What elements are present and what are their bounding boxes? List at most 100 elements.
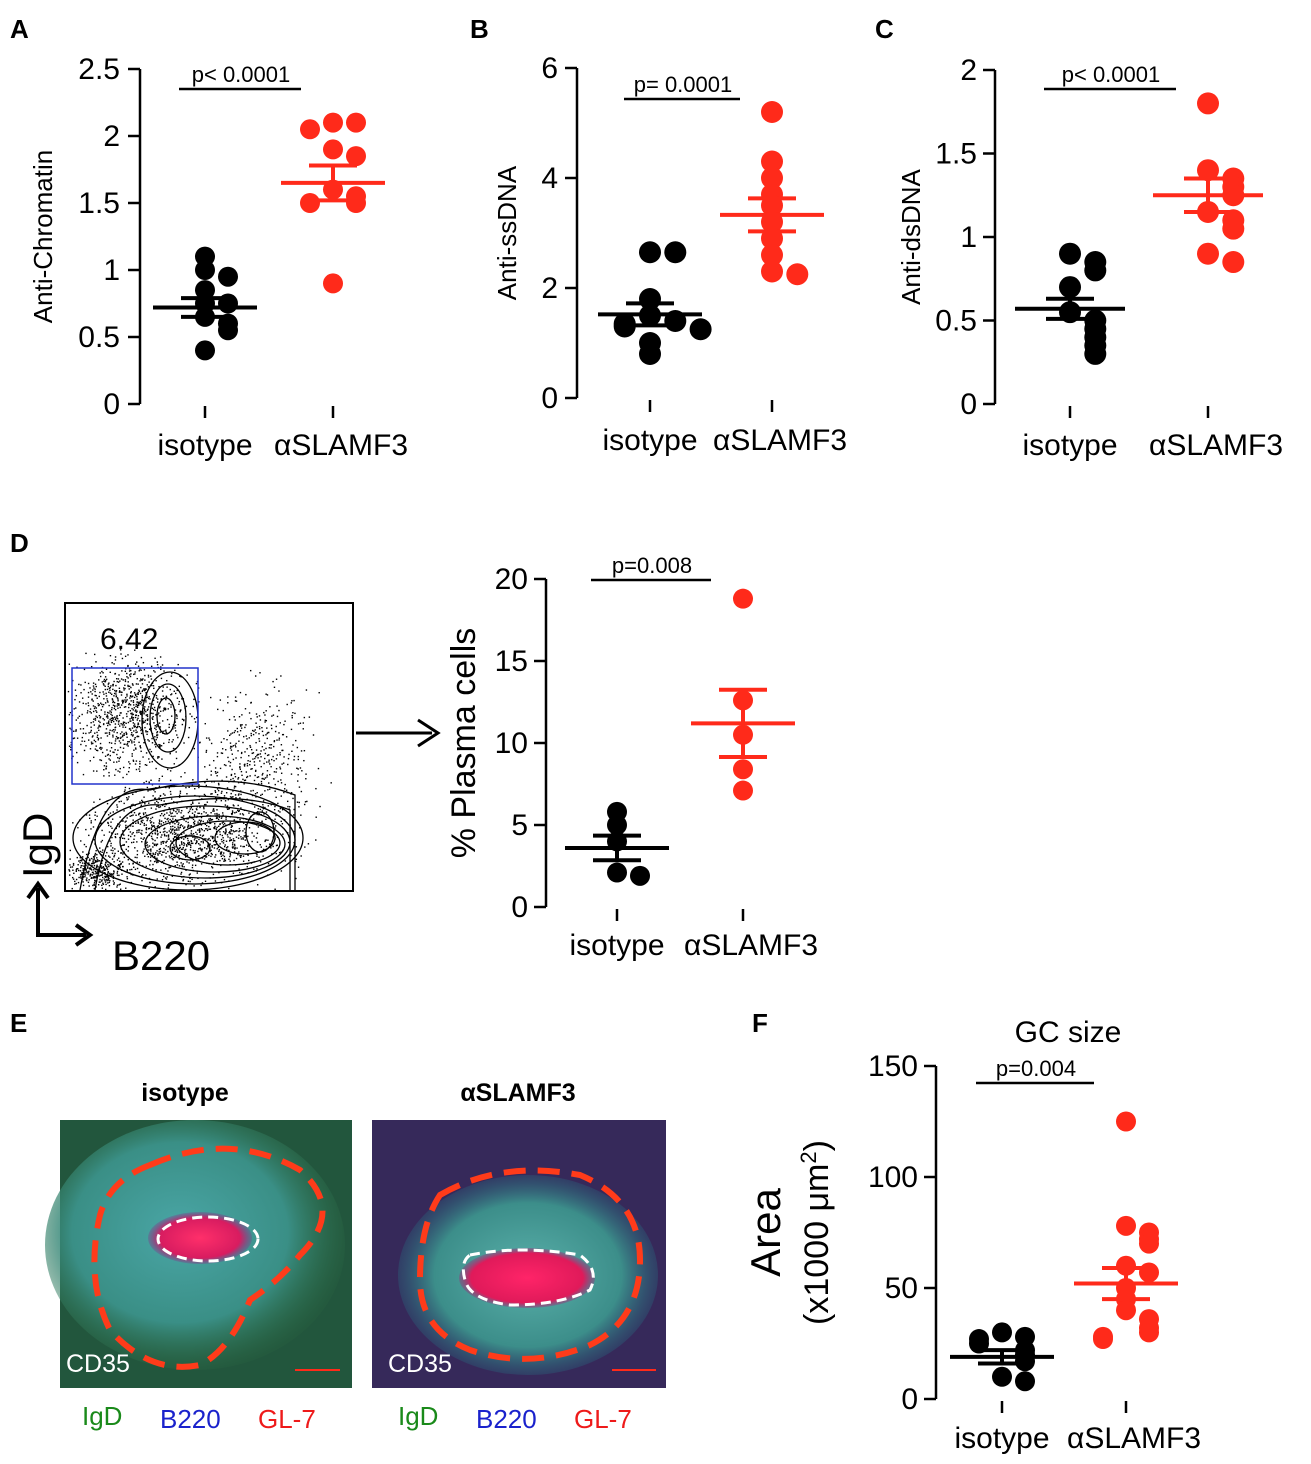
flow-dot: [107, 685, 110, 688]
flow-dot: [224, 833, 227, 835]
flow-dot: [194, 788, 196, 790]
flow-dot: [95, 877, 98, 879]
flow-dot: [94, 690, 96, 693]
flow-dot: [118, 826, 121, 828]
flow-dot: [120, 712, 122, 714]
flow-dot: [293, 830, 295, 833]
flow-dot: [256, 726, 258, 728]
flow-dot: [230, 826, 232, 828]
flow-dot: [239, 856, 242, 859]
flow-dot: [98, 724, 100, 727]
slamf3-point: [1139, 1262, 1159, 1283]
flow-dot: [228, 718, 231, 721]
flow-dot: [249, 775, 251, 777]
flow-dot: [188, 815, 191, 817]
flow-dot: [99, 742, 102, 745]
flow-dot: [146, 684, 148, 686]
flow-dot: [179, 675, 181, 677]
flow-dot: [251, 729, 254, 732]
flow-dot: [77, 864, 79, 866]
flow-dot: [175, 810, 177, 813]
flow-dot: [122, 734, 124, 736]
flow-dot: [200, 813, 203, 815]
flow-dot: [115, 719, 118, 722]
axis-b220-label: B220: [112, 932, 210, 979]
flow-dot: [198, 828, 201, 830]
flow-dot: [119, 680, 121, 682]
flow-dot: [94, 854, 96, 856]
flow-dot: [145, 752, 148, 754]
flow-dot: [204, 766, 206, 768]
flow-dot: [153, 843, 155, 846]
flow-dot: [101, 751, 104, 754]
flow-dot: [170, 693, 173, 695]
flow-dot: [258, 728, 261, 730]
flow-dot: [205, 838, 207, 840]
flow-dot: [233, 780, 235, 782]
flow-dot: [117, 737, 120, 739]
slamf3-point: [1116, 1255, 1136, 1276]
flow-dot: [229, 747, 232, 749]
flow-dot: [111, 662, 113, 664]
flow-dot: [167, 834, 170, 837]
flow-dot: [120, 722, 122, 725]
flow-dot: [109, 812, 112, 814]
flow-dot: [180, 862, 182, 864]
flow-dot: [90, 820, 92, 822]
flow-dot: [158, 785, 161, 788]
flow-dot: [122, 721, 125, 723]
flow-dot: [107, 814, 110, 816]
flow-dot: [92, 770, 95, 772]
flow-dot: [102, 883, 105, 886]
flow-dot: [106, 714, 108, 716]
flow-dot: [101, 870, 104, 872]
flow-dot: [98, 695, 100, 698]
flow-dot: [174, 721, 177, 723]
flow-dot: [158, 685, 160, 688]
flow-dot: [177, 826, 179, 828]
flow-dot: [104, 872, 106, 874]
flow-dot: [102, 723, 105, 726]
flow-dot: [172, 809, 175, 811]
flow-dot: [218, 813, 220, 816]
flow-dot: [179, 824, 182, 827]
flow-dot: [142, 874, 144, 876]
flow-dot: [106, 851, 108, 854]
slamf3-point: [1197, 242, 1219, 265]
flow-dot: [122, 699, 124, 702]
flow-dot: [117, 721, 120, 723]
flow-dot: [117, 698, 119, 700]
flow-dot: [144, 706, 146, 708]
flow-dot: [146, 733, 148, 736]
flow-dot: [243, 779, 246, 782]
flow-dot: [176, 851, 179, 854]
flow-dot: [90, 868, 92, 871]
flow-dot: [266, 754, 269, 757]
flow-dot: [139, 747, 142, 749]
flow-dot: [162, 821, 165, 824]
flow-dot: [132, 814, 134, 816]
flow-dot: [297, 755, 300, 758]
slamf3-point: [346, 193, 366, 213]
flow-dot: [240, 727, 243, 729]
flow-dot: [112, 849, 114, 852]
flow-dot: [185, 820, 187, 823]
panel-label-f: F: [752, 1008, 768, 1038]
flow-dot: [148, 740, 150, 742]
flow-dot: [148, 845, 151, 847]
flow-dot: [113, 871, 115, 873]
flow-dot: [98, 875, 101, 877]
flow-dot: [101, 884, 103, 887]
image-title-slamf3: αSLAMF3: [460, 1079, 575, 1107]
flow-dot: [184, 772, 186, 774]
flow-dot: [210, 774, 212, 776]
flow-dot: [104, 688, 107, 691]
flow-dot: [262, 855, 264, 857]
flow-dot: [168, 830, 171, 832]
flow-dot: [202, 842, 205, 844]
flow-dot: [135, 760, 138, 762]
flow-dot: [174, 692, 177, 695]
flow-dot: [108, 741, 111, 744]
flow-dot: [201, 829, 203, 831]
flow-dot: [284, 720, 286, 722]
